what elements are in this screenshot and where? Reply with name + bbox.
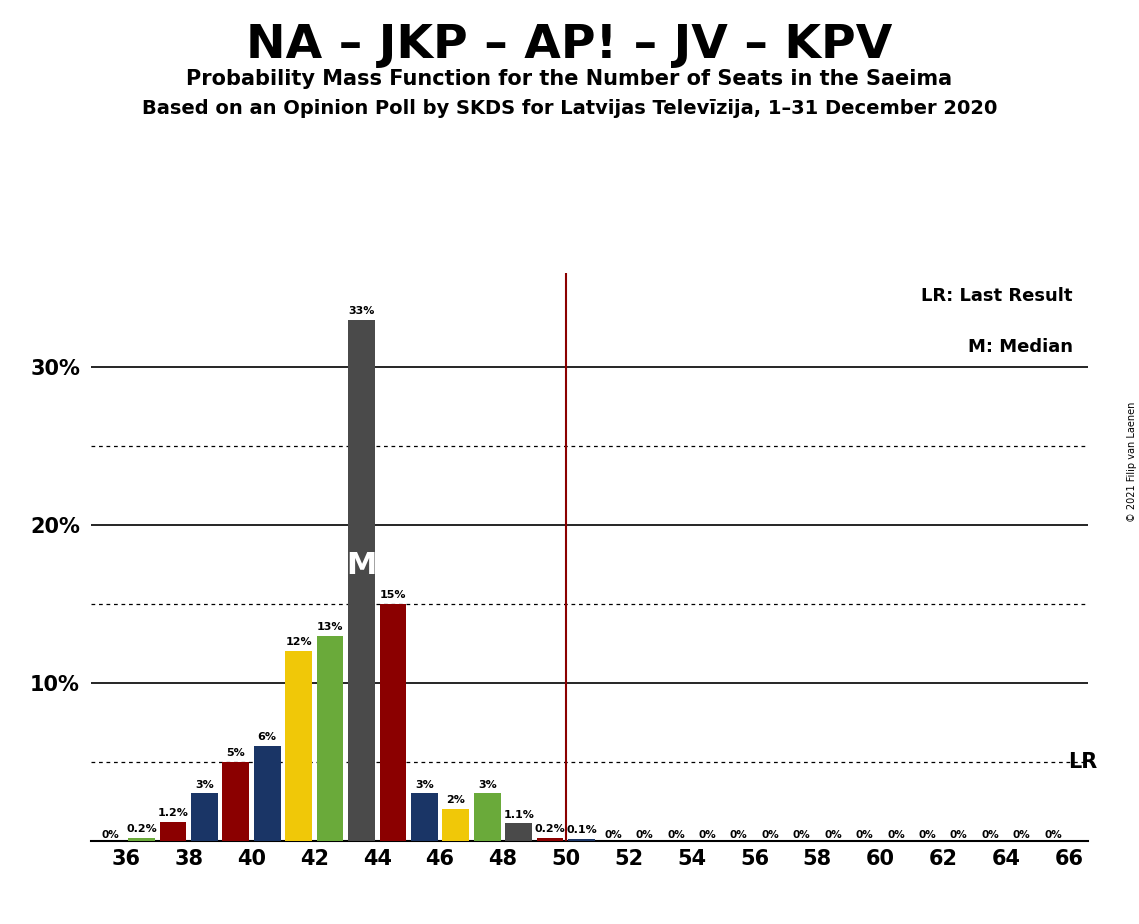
Text: 6%: 6% bbox=[257, 732, 277, 742]
Bar bbox=[285, 651, 312, 841]
Text: © 2021 Filip van Laenen: © 2021 Filip van Laenen bbox=[1126, 402, 1137, 522]
Text: Probability Mass Function for the Number of Seats in the Saeima: Probability Mass Function for the Number… bbox=[187, 69, 952, 90]
Text: 13%: 13% bbox=[317, 622, 343, 632]
Bar bbox=[379, 604, 407, 841]
Bar bbox=[506, 823, 532, 841]
Text: 3%: 3% bbox=[478, 780, 497, 789]
Text: 15%: 15% bbox=[379, 590, 407, 600]
Text: NA – JKP – AP! – JV – KPV: NA – JKP – AP! – JV – KPV bbox=[246, 23, 893, 68]
Bar bbox=[442, 809, 469, 841]
Text: 0%: 0% bbox=[982, 830, 999, 840]
Text: 0%: 0% bbox=[667, 830, 685, 840]
Text: 3%: 3% bbox=[415, 780, 434, 789]
Bar bbox=[536, 838, 564, 841]
Text: 33%: 33% bbox=[349, 306, 375, 316]
Text: 1.2%: 1.2% bbox=[157, 808, 188, 818]
Bar bbox=[349, 320, 375, 841]
Text: LR: Last Result: LR: Last Result bbox=[921, 286, 1073, 305]
Text: 0%: 0% bbox=[604, 830, 622, 840]
Bar bbox=[128, 838, 155, 841]
Text: M: Median: M: Median bbox=[968, 338, 1073, 356]
Text: 0.2%: 0.2% bbox=[126, 823, 157, 833]
Text: 0%: 0% bbox=[855, 830, 874, 840]
Text: 3%: 3% bbox=[195, 780, 214, 789]
Bar bbox=[222, 762, 249, 841]
Text: 0%: 0% bbox=[101, 830, 118, 840]
Bar bbox=[159, 822, 186, 841]
Text: 0%: 0% bbox=[918, 830, 936, 840]
Text: 0%: 0% bbox=[761, 830, 779, 840]
Text: 0%: 0% bbox=[636, 830, 654, 840]
Bar bbox=[254, 747, 280, 841]
Bar bbox=[317, 636, 344, 841]
Text: Based on an Opinion Poll by SKDS for Latvijas Televīzija, 1–31 December 2020: Based on an Opinion Poll by SKDS for Lat… bbox=[142, 99, 997, 118]
Text: M: M bbox=[346, 552, 377, 580]
Bar bbox=[411, 794, 437, 841]
Text: 0%: 0% bbox=[825, 830, 842, 840]
Text: 0%: 0% bbox=[698, 830, 716, 840]
Text: 0.2%: 0.2% bbox=[534, 823, 565, 833]
Text: 0%: 0% bbox=[730, 830, 747, 840]
Text: 0%: 0% bbox=[887, 830, 904, 840]
Bar bbox=[568, 839, 595, 841]
Text: 0%: 0% bbox=[1044, 830, 1062, 840]
Text: 12%: 12% bbox=[285, 638, 312, 648]
Bar bbox=[191, 794, 218, 841]
Text: 0%: 0% bbox=[1013, 830, 1031, 840]
Text: 1.1%: 1.1% bbox=[503, 809, 534, 820]
Bar bbox=[474, 794, 501, 841]
Text: 2%: 2% bbox=[446, 796, 465, 806]
Text: 0%: 0% bbox=[950, 830, 968, 840]
Text: 0.1%: 0.1% bbox=[566, 825, 597, 835]
Text: 0%: 0% bbox=[793, 830, 811, 840]
Text: 5%: 5% bbox=[227, 748, 245, 758]
Text: LR: LR bbox=[1068, 752, 1097, 772]
